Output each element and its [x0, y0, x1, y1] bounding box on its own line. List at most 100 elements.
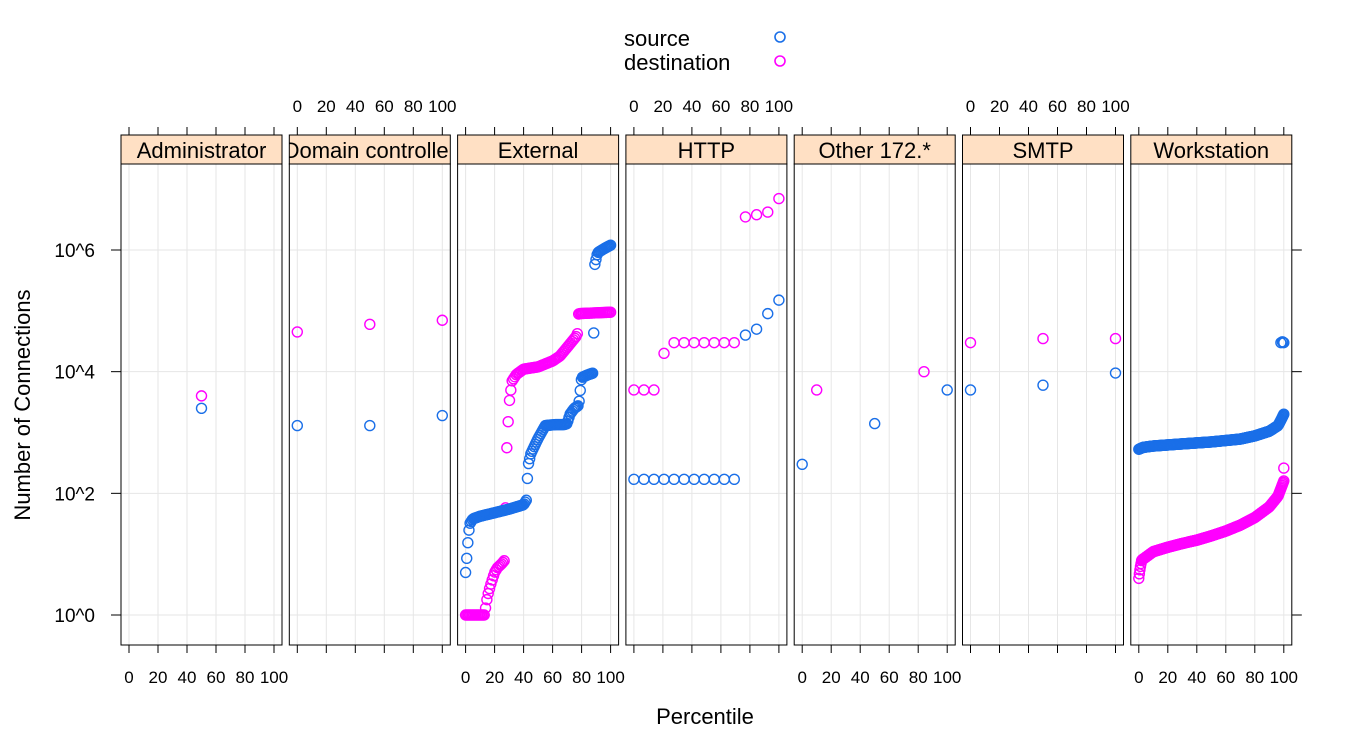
point-destination	[1037, 332, 1049, 345]
x-tick-label: 20	[822, 668, 841, 687]
x-tick-label: 100	[765, 97, 793, 116]
x-tick-label: 100	[933, 668, 961, 687]
point-source	[658, 473, 670, 486]
point-source	[668, 473, 680, 486]
panel-label: External	[498, 138, 579, 163]
panel-frame	[962, 163, 1124, 646]
panel-label: SMTP	[1012, 138, 1073, 163]
panel-label: Other 172.*	[818, 138, 931, 163]
point-source	[762, 307, 774, 320]
panel-frame	[793, 163, 956, 646]
point-source	[648, 473, 660, 486]
point-destination	[604, 306, 617, 318]
x-tick-label: 40	[1019, 97, 1038, 116]
legend-destination-label: destination	[624, 50, 730, 75]
point-destination	[762, 206, 774, 218]
point-destination	[497, 556, 509, 569]
point-destination	[668, 336, 680, 349]
point-destination	[505, 384, 517, 396]
point-source	[773, 294, 785, 306]
point-source	[588, 327, 600, 339]
x-tick-label: 100	[1101, 97, 1129, 116]
y-tick-label: 10^6	[54, 241, 95, 262]
panel-strip	[625, 134, 788, 165]
point-source	[941, 384, 953, 396]
panel-0: Administrator 0 20 40 60 80 100	[120, 127, 288, 687]
panel-frame	[625, 163, 788, 646]
point-source	[1277, 336, 1289, 348]
point-source	[291, 419, 303, 432]
point-destination	[481, 593, 493, 606]
series-source	[628, 294, 785, 486]
series-source	[796, 384, 953, 471]
point-source	[573, 395, 585, 407]
panel-label: Domain controller	[284, 138, 456, 163]
x-axis-title: Percentile	[656, 704, 754, 729]
series-destination	[291, 314, 448, 338]
panel-4: Other 172.* 0 20 40 60 80 100	[793, 127, 961, 687]
point-source	[521, 472, 534, 485]
panel-label: Administrator	[137, 138, 267, 163]
panel-1: Domain controller 0 20 40 60 80 100	[284, 97, 456, 653]
series-source	[459, 239, 617, 579]
x-tick-label: 20	[149, 668, 168, 687]
x-tick-label: 0	[461, 668, 470, 687]
x-tick-label: 40	[346, 97, 365, 116]
point-source	[364, 419, 376, 432]
series-source	[1133, 336, 1290, 455]
x-tick-label: 60	[1048, 97, 1067, 116]
panel-2: External 0 20 40 60 80 100	[457, 127, 625, 687]
series-destination	[811, 365, 930, 396]
point-source	[461, 552, 473, 564]
x-tick-label: 20	[653, 97, 672, 116]
point-source	[750, 323, 763, 335]
point-source	[1109, 367, 1122, 379]
point-destination	[502, 416, 514, 428]
panels: Administrator 0 20 40 60 80 100 Domain controll…	[54, 97, 1302, 687]
panel-6: Workstation 0 20 40 60 80 100	[1130, 127, 1298, 687]
series-destination	[459, 306, 617, 621]
point-destination	[195, 390, 208, 402]
point-destination	[501, 442, 513, 454]
point-destination	[567, 334, 580, 346]
x-tick-label: 0	[293, 97, 302, 116]
x-tick-label: 20	[1158, 668, 1177, 687]
x-tick-label: 60	[1216, 668, 1235, 687]
point-destination	[728, 336, 740, 349]
point-destination	[708, 336, 720, 349]
point-source	[796, 458, 808, 471]
point-destination	[364, 318, 376, 331]
panel-grid	[962, 164, 1124, 645]
y-axis: 10^0 10^2 10^4 10^6	[54, 241, 1302, 627]
panel-label: HTTP	[678, 138, 735, 163]
panel-grid	[794, 164, 956, 645]
point-source	[728, 473, 740, 486]
x-tick-label: 80	[236, 668, 255, 687]
x-tick-label: 60	[375, 97, 394, 116]
series-destination	[1133, 462, 1290, 585]
point-source	[869, 417, 881, 430]
point-source	[638, 473, 650, 486]
point-source	[1037, 379, 1049, 391]
panel-frame	[457, 163, 620, 646]
point-source	[964, 384, 977, 396]
point-source	[688, 473, 700, 486]
point-source	[436, 409, 448, 422]
point-destination	[773, 192, 785, 205]
point-destination	[503, 394, 516, 407]
x-tick-label: 40	[682, 97, 701, 116]
panel-3: HTTP 0 20 40 60 80 100	[625, 97, 793, 653]
legend-source-marker	[774, 31, 786, 43]
legend-source-label: source	[624, 26, 690, 51]
x-tick-label: 0	[797, 668, 806, 687]
x-tick-label: 80	[1077, 97, 1096, 116]
point-destination	[1133, 572, 1145, 585]
point-destination	[964, 336, 977, 349]
point-source	[462, 537, 474, 549]
point-source	[459, 566, 472, 579]
point-source	[678, 473, 690, 486]
x-tick-label: 0	[124, 668, 133, 687]
x-tick-label: 0	[629, 97, 638, 116]
point-source	[523, 452, 536, 465]
